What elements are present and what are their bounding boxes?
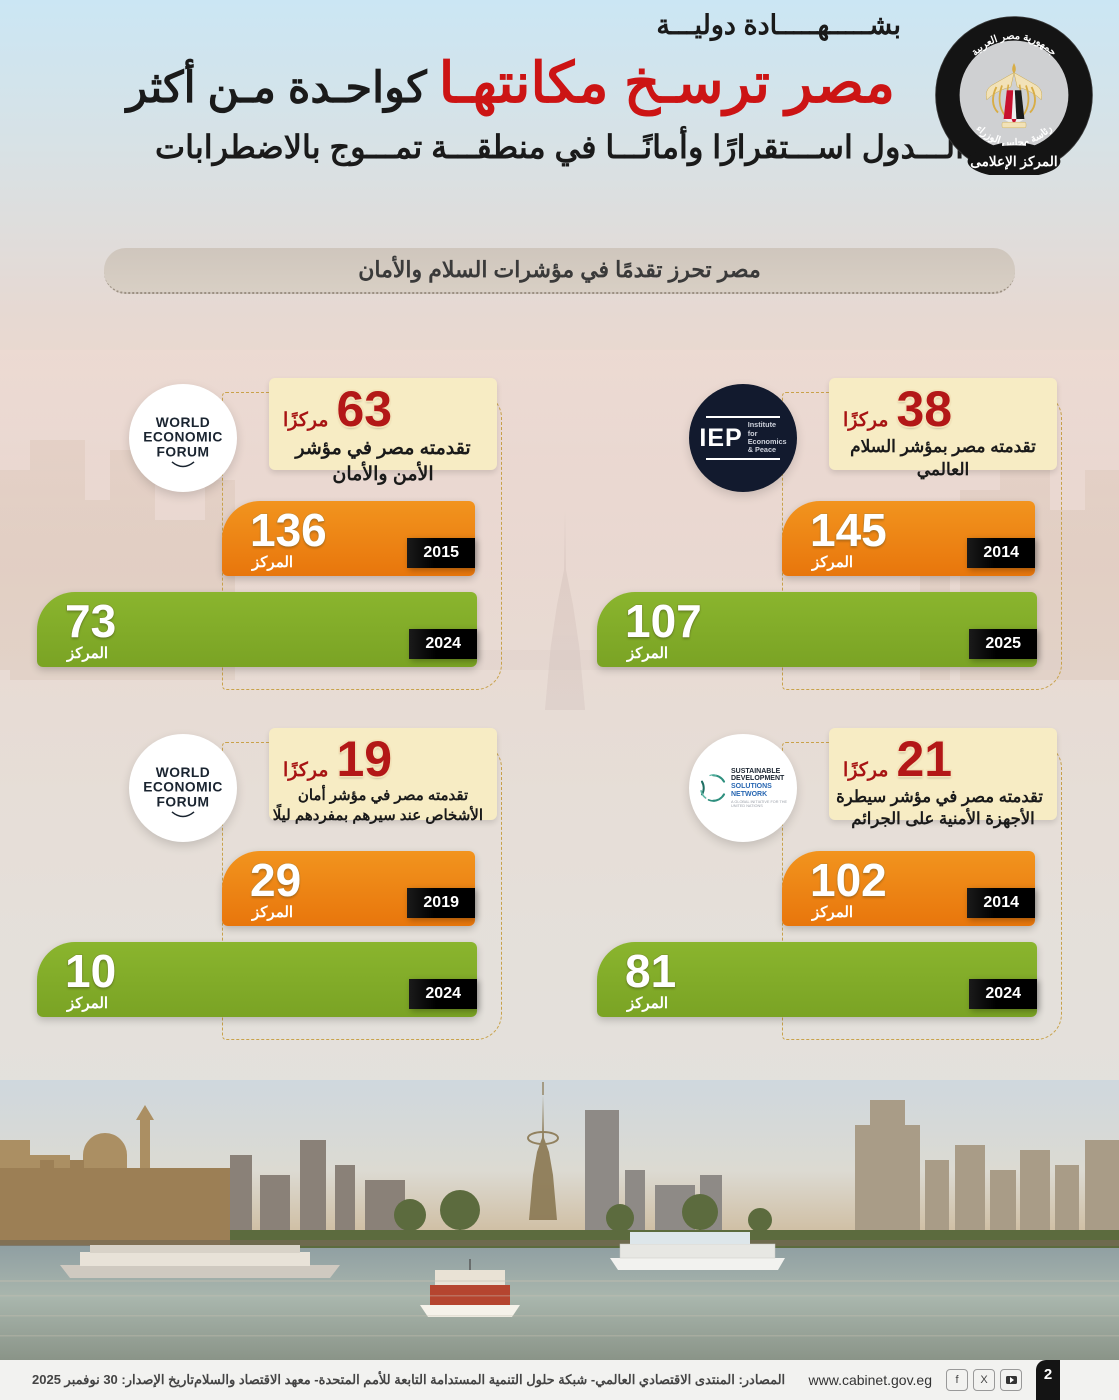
svg-text:المركز الإعلامى: المركز الإعلامى <box>970 154 1057 171</box>
svg-text:WORLD: WORLD <box>156 765 210 780</box>
svg-text:ECONOMIC: ECONOMIC <box>143 430 223 445</box>
svg-text:ECONOMIC: ECONOMIC <box>143 780 223 795</box>
svg-text:WORLD: WORLD <box>156 415 210 430</box>
svg-text:FORUM: FORUM <box>157 794 210 809</box>
svg-text:FORUM: FORUM <box>157 444 210 459</box>
